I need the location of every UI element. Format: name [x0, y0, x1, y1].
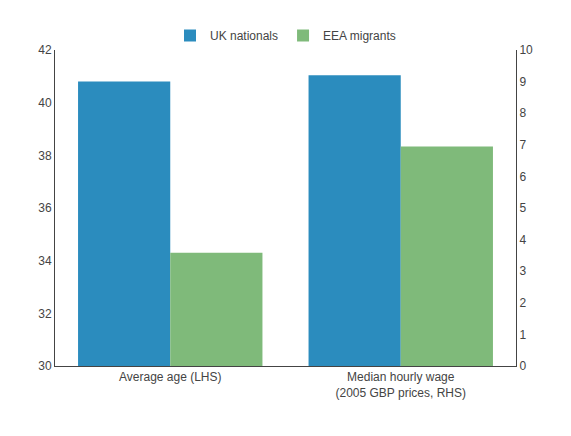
- svg-text:30: 30: [38, 359, 52, 373]
- svg-text:4: 4: [519, 233, 526, 247]
- svg-text:EEA migrants: EEA migrants: [323, 29, 396, 43]
- svg-text:UK nationals: UK nationals: [210, 29, 278, 43]
- svg-text:36: 36: [38, 201, 52, 215]
- svg-text:7: 7: [519, 138, 526, 152]
- svg-text:40: 40: [38, 96, 52, 110]
- svg-text:34: 34: [38, 254, 52, 268]
- svg-text:2: 2: [519, 296, 526, 310]
- svg-text:Average age (LHS): Average age (LHS): [119, 370, 222, 384]
- svg-text:42: 42: [38, 43, 52, 57]
- svg-text:10: 10: [519, 43, 533, 57]
- svg-text:32: 32: [38, 307, 52, 321]
- svg-text:Median hourly wage(2005 GBP pr: Median hourly wage(2005 GBP prices, RHS): [336, 370, 467, 400]
- svg-text:9: 9: [519, 75, 526, 89]
- svg-text:0: 0: [519, 359, 526, 373]
- svg-text:6: 6: [519, 170, 526, 184]
- svg-text:38: 38: [38, 149, 52, 163]
- svg-text:3: 3: [519, 264, 526, 278]
- svg-text:5: 5: [519, 201, 526, 215]
- svg-text:1: 1: [519, 328, 526, 342]
- svg-text:8: 8: [519, 106, 526, 120]
